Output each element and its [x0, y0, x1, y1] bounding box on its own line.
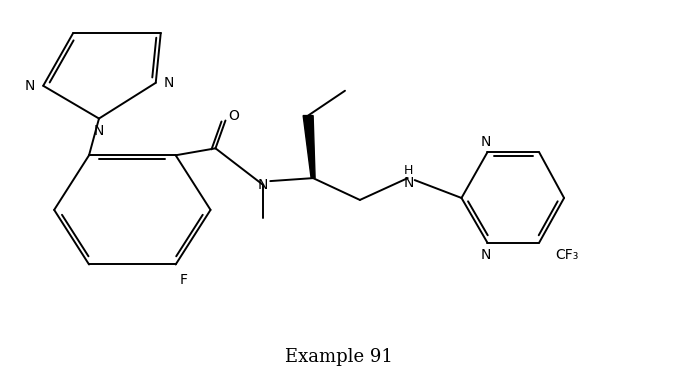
Text: O: O — [228, 108, 239, 123]
Text: N: N — [403, 176, 414, 190]
Text: Example 91: Example 91 — [285, 348, 393, 366]
Text: N: N — [94, 124, 104, 139]
Text: N: N — [480, 247, 491, 262]
Text: CF₃: CF₃ — [555, 247, 579, 262]
Text: N: N — [163, 76, 174, 90]
Text: N: N — [480, 135, 491, 149]
Text: H: H — [404, 164, 414, 177]
Text: N: N — [258, 178, 268, 192]
Text: N: N — [25, 79, 35, 93]
Polygon shape — [303, 115, 315, 178]
Text: F: F — [180, 273, 188, 287]
